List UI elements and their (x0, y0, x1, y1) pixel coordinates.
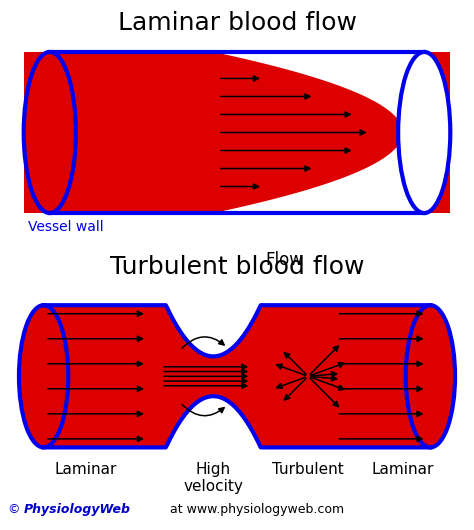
Text: PhysiologyWeb: PhysiologyWeb (24, 503, 131, 516)
Bar (24, 52, 450, 213)
Polygon shape (44, 305, 430, 447)
Polygon shape (213, 52, 424, 213)
Text: ©: © (7, 503, 19, 516)
Text: Flow: Flow (265, 251, 303, 269)
Text: Turbulent blood flow: Turbulent blood flow (110, 255, 364, 279)
Text: Laminar: Laminar (372, 462, 434, 476)
Text: Turbulent: Turbulent (272, 462, 344, 476)
Bar (24, 52, 450, 213)
Text: at www.physiologyweb.com: at www.physiologyweb.com (166, 503, 344, 516)
Ellipse shape (398, 52, 450, 213)
Text: Vessel wall: Vessel wall (28, 220, 104, 234)
Ellipse shape (19, 305, 68, 447)
Text: Laminar: Laminar (54, 462, 117, 476)
Polygon shape (167, 305, 260, 356)
Ellipse shape (406, 305, 455, 447)
Text: Laminar blood flow: Laminar blood flow (118, 11, 356, 36)
Text: High
velocity: High velocity (183, 462, 243, 494)
Polygon shape (167, 396, 260, 447)
Ellipse shape (24, 52, 76, 213)
